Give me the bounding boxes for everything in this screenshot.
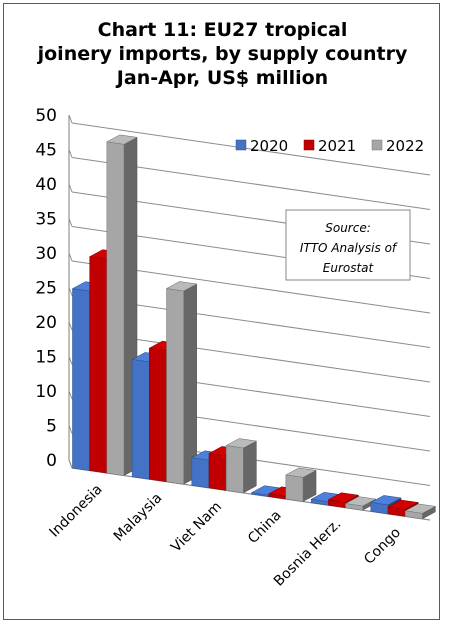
gridline-left-3 (68, 356, 73, 365)
y-axis-ticks: 0 5 10 15 20 25 30 35 40 45 50 (35, 106, 57, 471)
y-tick-label: 25 (35, 279, 57, 299)
legend: 2020 2021 2022 (235, 137, 424, 155)
chart-title-line-3: Jan-Apr, US$ million (116, 67, 329, 89)
y-tick-label: 10 (35, 382, 57, 402)
bar-viet-nam-2022 (225, 438, 258, 494)
y-tick-label: 50 (35, 106, 57, 126)
source-line-2: ITTO Analysis of (300, 241, 398, 255)
bars (71, 134, 437, 520)
gridline-left-10 (68, 114, 73, 124)
x-tick-label: Bosnia Herz. (271, 516, 345, 590)
legend-label-2022: 2022 (386, 137, 424, 155)
x-tick-label: China (245, 507, 285, 547)
legend-swatch-2022 (371, 139, 383, 151)
gridline-left-5 (68, 287, 73, 296)
source-line-1: Source: (325, 221, 371, 235)
chart-title-line-1: Chart 11: EU27 tropical (97, 19, 348, 41)
y-tick-label: 5 (46, 417, 57, 437)
gridline-left-9 (68, 149, 73, 158)
x-tick-label: Congo (361, 525, 404, 568)
gridline-left-8 (68, 183, 73, 193)
source-annotation: Source: ITTO Analysis of Eurostat (285, 209, 411, 281)
y-tick-label: 0 (46, 451, 57, 471)
y-tick-label: 40 (35, 175, 57, 195)
source-line-3: Eurostat (323, 261, 375, 275)
gridline-left-6 (68, 252, 73, 262)
y-tick-label: 15 (35, 348, 57, 368)
bar-malaysia-2022 (165, 281, 198, 485)
gridline-0 (71, 467, 431, 521)
gridline-left-2 (68, 390, 73, 400)
gridline-left-7 (68, 218, 73, 227)
bar-china-2022 (285, 467, 317, 502)
gridline-10 (71, 122, 431, 176)
bar-congo-2022 (404, 503, 437, 520)
y-tick-label: 35 (35, 210, 57, 230)
y-tick-label: 20 (35, 313, 57, 333)
x-tick-label: Malaysia (111, 490, 166, 545)
legend-label-2021: 2021 (318, 137, 356, 155)
source-box (285, 209, 411, 281)
x-tick-label: Indonesia (46, 481, 105, 540)
gridline-left-4 (68, 321, 73, 331)
y-tick-label: 30 (35, 244, 57, 264)
chart-title: Chart 11: EU27 tropical joinery imports,… (4, 18, 441, 90)
legend-swatch-2021 (303, 139, 315, 151)
legend-swatch-2020 (235, 139, 247, 151)
x-tick-label: Viet Nam (168, 499, 225, 556)
chart-title-line-2: joinery imports, by supply country (37, 43, 408, 65)
gridline-left-0 (68, 459, 73, 469)
y-tick-label: 45 (35, 141, 57, 161)
gridline-left-1 (68, 425, 73, 434)
legend-label-2020: 2020 (250, 137, 288, 155)
